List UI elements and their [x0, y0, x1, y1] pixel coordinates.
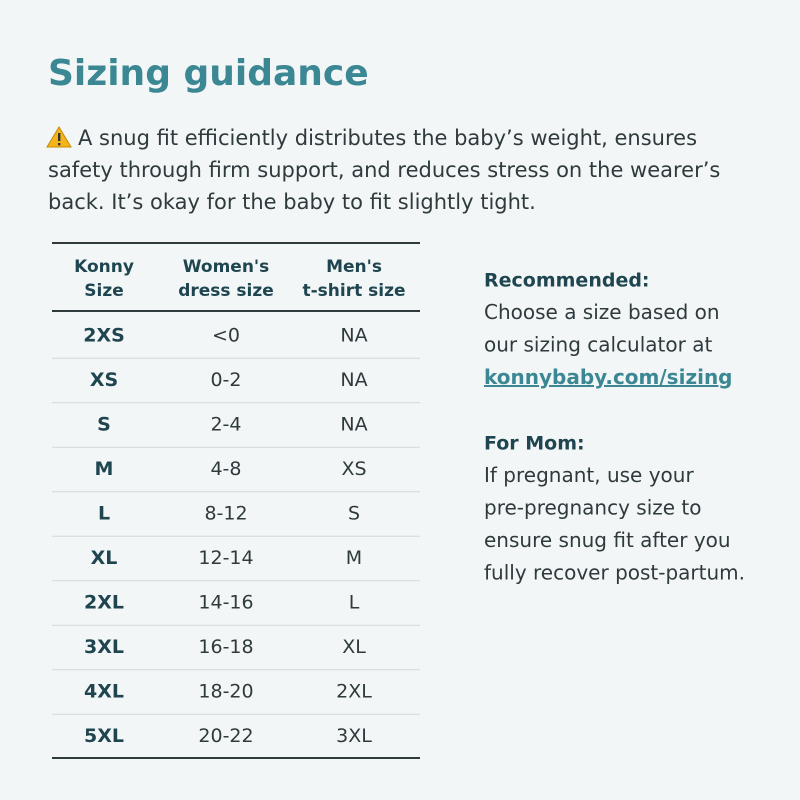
column-header: dress size — [178, 281, 274, 301]
table-cell: NA — [340, 414, 367, 436]
title: Sizing guidance — [48, 53, 369, 94]
column-header: Men's — [326, 257, 382, 277]
table-cell: 2-4 — [210, 414, 241, 436]
table-cell: 5XL — [84, 725, 124, 747]
table-cell: 16-18 — [198, 636, 253, 658]
intro-line: back. It’s okay for the baby to fit slig… — [48, 190, 536, 214]
mom-line: pre-pregnancy size to — [484, 496, 702, 520]
mom-heading: For Mom: — [484, 433, 585, 455]
intro-line: safety through firm support, and reduces… — [48, 158, 720, 182]
table-cell: 18-20 — [198, 681, 253, 703]
table-cell: 4XL — [84, 681, 124, 703]
column-header: t-shirt size — [302, 281, 405, 301]
table-cell: XL — [342, 636, 366, 658]
table-cell: 20-22 — [198, 725, 253, 747]
table-cell: 4-8 — [210, 458, 241, 480]
warning-icon — [46, 126, 72, 148]
table-cell: 3XL — [84, 636, 124, 658]
table-cell: XS — [90, 369, 118, 391]
recommended-line: our sizing calculator at — [484, 333, 712, 357]
table-cell: S — [348, 503, 360, 525]
table-cell: NA — [340, 369, 367, 391]
table-cell: 3XL — [336, 725, 372, 747]
column-header: Size — [84, 281, 124, 301]
table-cell: 2XS — [83, 325, 125, 347]
mom-line: fully recover post-partum. — [484, 561, 745, 585]
table-cell: M — [346, 547, 362, 569]
table-cell: 2XL — [84, 592, 124, 614]
table-cell: 12-14 — [198, 547, 253, 569]
table-cell: XS — [341, 458, 366, 480]
table-cell: M — [95, 458, 114, 480]
mom-line: ensure snug fit after you — [484, 528, 731, 552]
table-cell: L — [98, 503, 110, 525]
table-cell: 0-2 — [210, 369, 241, 391]
table-cell: NA — [340, 325, 367, 347]
sizing-link[interactable]: konnybaby.com/sizing — [484, 365, 733, 389]
intro-line: A snug fit efficiently distributes the b… — [78, 126, 697, 150]
column-header: Konny — [74, 257, 134, 277]
recommended-heading: Recommended: — [484, 270, 650, 292]
table-cell: L — [349, 592, 360, 614]
table-cell: XL — [91, 547, 118, 569]
table-cell: 14-16 — [198, 592, 253, 614]
table-cell: 2XL — [336, 681, 372, 703]
column-header: Women's — [183, 257, 270, 277]
table-cell: <0 — [212, 325, 240, 347]
table-cell: S — [97, 414, 111, 436]
recommended-line: Choose a size based on — [484, 300, 720, 324]
table-cell: 8-12 — [204, 503, 247, 525]
mom-line: If pregnant, use your — [484, 463, 694, 487]
